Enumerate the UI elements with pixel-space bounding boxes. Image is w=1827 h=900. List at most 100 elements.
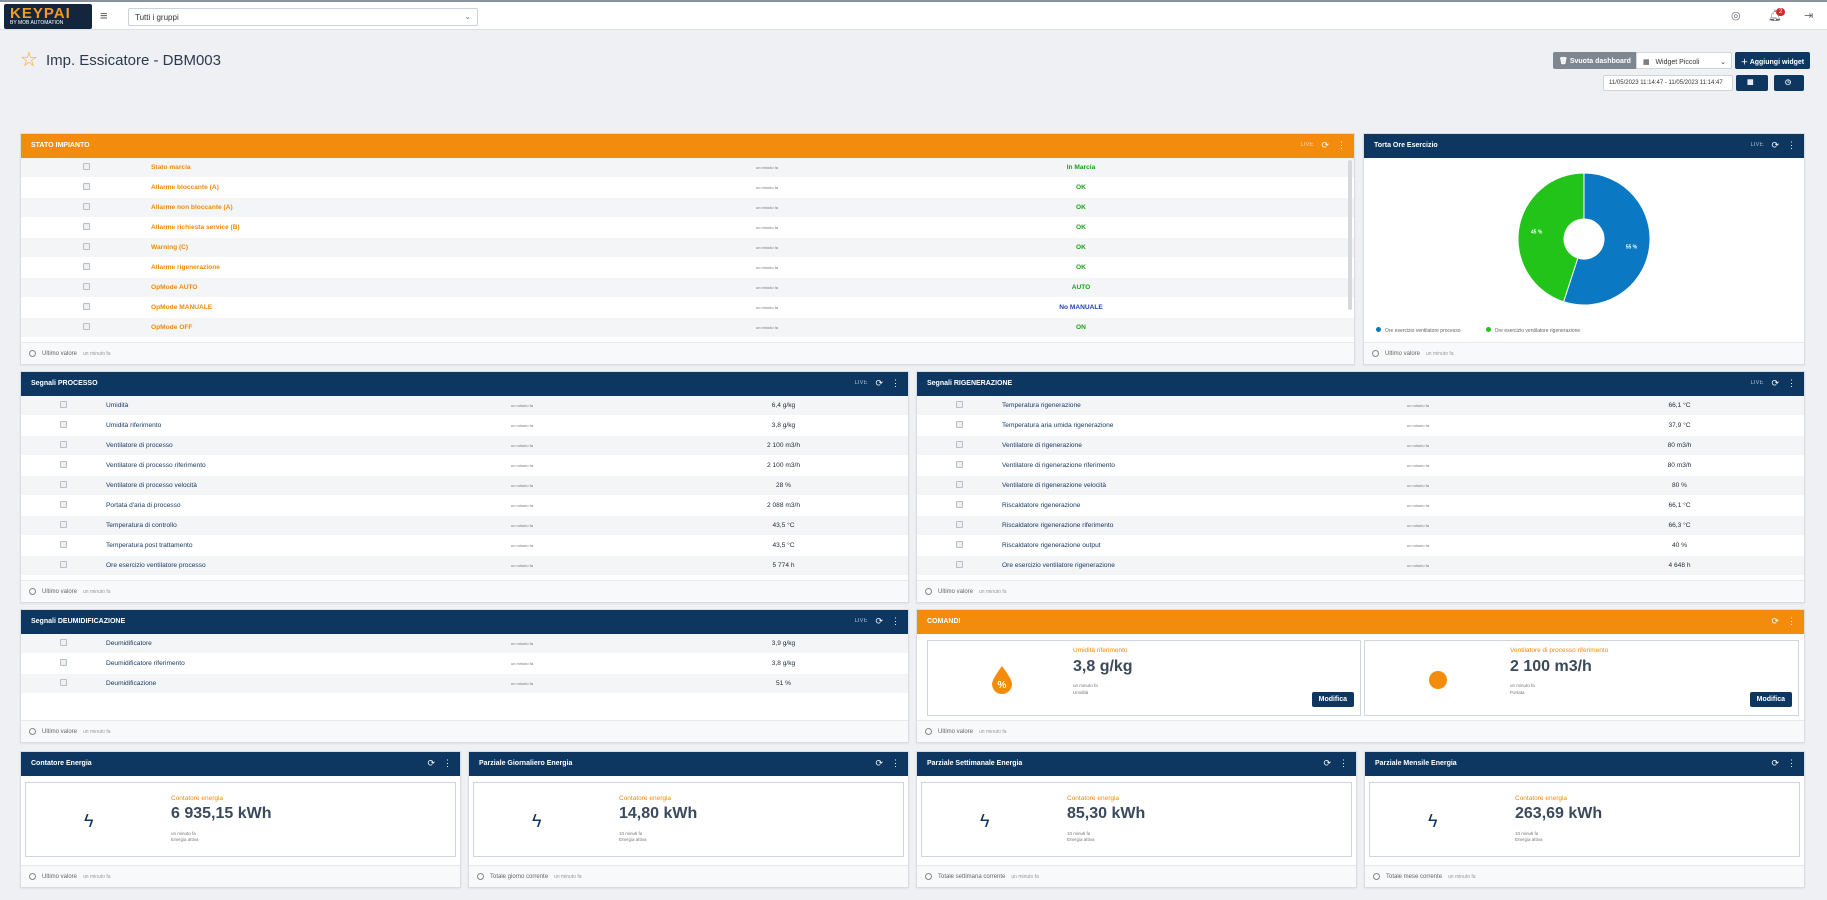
checkbox-cell <box>917 441 1002 450</box>
row-checkbox[interactable] <box>60 501 67 508</box>
row-checkbox[interactable] <box>82 223 90 230</box>
refresh-icon[interactable]: ⟳ <box>875 758 883 768</box>
calendar-button[interactable]: ▦ <box>1736 75 1768 91</box>
row-timestamp: un minuto fa <box>1407 423 1430 428</box>
row-timestamp: un minuto fa <box>511 403 534 408</box>
legend-item[interactable]: Ore esercizio ventilatore rigenerazione <box>1485 327 1580 334</box>
row-checkbox[interactable] <box>956 441 963 448</box>
list-item: Riscaldatore rigenerazione un minuto fa 66… <box>917 496 1804 516</box>
energy-timestamp: 10 minuti fa <box>1515 831 1539 836</box>
row-value: OK <box>1076 184 1086 191</box>
add-widget-button[interactable]: ＋ Aggiungi widget <box>1735 52 1811 69</box>
more-vert-icon[interactable]: ⋮ <box>1339 758 1348 768</box>
row-checkbox[interactable] <box>60 679 67 686</box>
refresh-icon[interactable]: ⟳ <box>875 378 883 388</box>
command-fan: Ventilatore di processo riferimento 2 10… <box>1364 640 1799 716</box>
refresh-icon[interactable]: ⟳ <box>1323 758 1331 768</box>
row-checkbox[interactable] <box>956 481 963 488</box>
clock-icon <box>29 873 36 880</box>
row-timestamp: un minuto fa <box>756 265 779 270</box>
more-vert-icon[interactable]: ⋮ <box>1787 616 1796 626</box>
row-checkbox[interactable] <box>82 243 90 250</box>
date-range-input[interactable]: 11/05/2023 11:14:47 - 11/05/2023 11:14:4… <box>1603 75 1733 91</box>
footer-label: Ultimo valore <box>42 873 78 880</box>
row-checkbox[interactable] <box>82 323 90 330</box>
energy-sub: un minuto fa Energia attiva <box>171 831 199 843</box>
refresh-icon[interactable]: ⟳ <box>1321 140 1329 150</box>
row-checkbox[interactable] <box>82 303 90 310</box>
row-checkbox[interactable] <box>60 421 67 428</box>
legend-item[interactable]: Ore esercizio ventilatore processo <box>1376 327 1461 334</box>
refresh-icon[interactable]: ⟳ <box>1771 378 1779 388</box>
row-checkbox[interactable] <box>60 541 67 548</box>
refresh-icon[interactable]: ⟳ <box>1771 140 1779 150</box>
row-checkbox[interactable] <box>956 541 963 548</box>
modifica-button[interactable]: Modifica <box>1311 692 1354 707</box>
pie-slice[interactable] <box>1517 172 1585 303</box>
history-button[interactable]: ◷ <box>1774 75 1804 91</box>
more-vert-icon[interactable]: ⋮ <box>891 378 900 388</box>
rigenerazione-list: Temperatura rigenerazione un minuto fa 66,… <box>917 396 1804 576</box>
pie-slice[interactable] <box>1562 172 1651 306</box>
checkbox-cell <box>21 679 106 688</box>
clock-icon <box>1373 873 1380 880</box>
row-label: OpMode AUTO <box>151 284 198 291</box>
logout-icon[interactable]: ⇥ <box>1804 10 1814 22</box>
row-checkbox[interactable] <box>60 461 67 468</box>
scrollbar[interactable] <box>1348 160 1352 310</box>
clear-dashboard-button[interactable]: 🗑︎ Svuota dashboard <box>1553 52 1637 69</box>
more-vert-icon[interactable]: ⋮ <box>1787 378 1796 388</box>
row-checkbox[interactable] <box>82 283 90 290</box>
row-checkbox[interactable] <box>956 501 963 508</box>
row-checkbox[interactable] <box>60 561 67 568</box>
row-checkbox[interactable] <box>956 461 963 468</box>
row-checkbox[interactable] <box>60 659 67 666</box>
favorite-star-icon[interactable]: ☆ <box>20 49 38 71</box>
row-checkbox[interactable] <box>60 441 67 448</box>
row-checkbox[interactable] <box>60 521 67 528</box>
row-checkbox[interactable] <box>82 263 90 270</box>
energy-label: Contatore energia <box>1067 795 1120 802</box>
chevron-down-icon: ⌄ <box>464 12 471 21</box>
row-label: Temperatura post trattamento <box>106 542 193 549</box>
keypai-logo[interactable]: KEYPAI BY MOB AUTOMATION <box>4 4 92 29</box>
row-checkbox[interactable] <box>956 421 963 428</box>
row-value: 66,3 °C <box>1668 522 1691 529</box>
more-vert-icon[interactable]: ⋮ <box>891 616 900 626</box>
row-checkbox[interactable] <box>82 163 90 170</box>
energy-box: ϟ Contatore energia 85,30 kWh 10 minuti … <box>921 782 1352 857</box>
row-timestamp: un minuto fa <box>1407 503 1430 508</box>
checkbox-cell <box>917 461 1002 470</box>
row-checkbox[interactable] <box>82 183 90 190</box>
globe-icon[interactable]: ◎ <box>1731 10 1741 22</box>
widget-size-select[interactable]: ▦ Widget Piccoli ⌄ <box>1636 52 1732 69</box>
checkbox-cell <box>21 401 106 410</box>
row-checkbox[interactable] <box>956 401 963 408</box>
row-checkbox[interactable] <box>82 203 90 210</box>
row-checkbox[interactable] <box>60 639 67 646</box>
row-checkbox[interactable] <box>60 401 67 408</box>
energy-value: 14,80 kWh <box>619 805 698 822</box>
more-vert-icon[interactable]: ⋮ <box>891 758 900 768</box>
list-item: Riscaldatore rigenerazione output un minu… <box>917 536 1804 556</box>
row-checkbox[interactable] <box>60 481 67 488</box>
row-timestamp: un minuto fa <box>756 325 779 330</box>
lightning-icon: ϟ <box>532 811 542 831</box>
energy-widget-total: Contatore Energia ⟳ ⋮ ϟ Contatore energia… <box>20 751 461 888</box>
refresh-icon[interactable]: ⟳ <box>427 758 435 768</box>
row-timestamp: un minuto fa <box>1407 523 1430 528</box>
modifica-button[interactable]: Modifica <box>1749 692 1792 707</box>
group-select[interactable]: Tutti i gruppi ⌄ <box>128 8 478 26</box>
more-vert-icon[interactable]: ⋮ <box>1787 758 1796 768</box>
segnali-deumidificazione-widget: Segnali DEUMIDIFICAZIONE LIVE ⟳ ⋮ Deumidif… <box>20 609 909 743</box>
menu-icon[interactable]: ≡ <box>100 8 108 23</box>
refresh-icon[interactable]: ⟳ <box>1771 758 1779 768</box>
more-vert-icon[interactable]: ⋮ <box>443 758 452 768</box>
row-checkbox[interactable] <box>956 521 963 528</box>
more-vert-icon[interactable]: ⋮ <box>1337 140 1346 150</box>
more-vert-icon[interactable]: ⋮ <box>1787 140 1796 150</box>
refresh-icon[interactable]: ⟳ <box>875 616 883 626</box>
row-checkbox[interactable] <box>956 561 963 568</box>
row-value: 80 m3/h <box>1667 462 1692 469</box>
refresh-icon[interactable]: ⟳ <box>1771 616 1779 626</box>
